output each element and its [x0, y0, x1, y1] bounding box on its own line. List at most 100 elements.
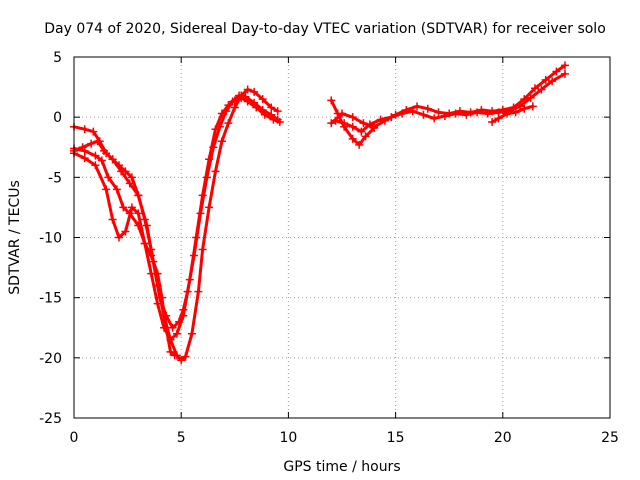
data-point — [192, 233, 201, 242]
data-point — [102, 185, 111, 194]
data-point — [80, 154, 89, 163]
series-layer — [70, 61, 569, 365]
data-point — [108, 215, 117, 224]
data-point — [483, 109, 492, 118]
series-track-h — [488, 102, 537, 126]
data-point — [552, 67, 561, 76]
data-point — [361, 132, 370, 141]
series-line — [72, 147, 177, 357]
data-point — [365, 120, 374, 129]
data-point — [125, 179, 134, 188]
data-point — [134, 209, 143, 218]
data-point — [269, 115, 278, 124]
data-point — [142, 221, 151, 230]
y-tick-label: -10 — [39, 231, 62, 247]
data-point — [370, 123, 379, 132]
data-point — [331, 116, 340, 125]
data-point — [205, 155, 214, 164]
data-point — [224, 119, 233, 128]
data-point — [348, 134, 357, 143]
data-point — [147, 251, 156, 260]
data-point — [187, 329, 196, 338]
data-point — [87, 139, 96, 148]
data-point — [413, 102, 422, 111]
data-point — [348, 113, 357, 122]
data-point — [80, 125, 89, 134]
data-point — [348, 122, 357, 131]
chart-title: Day 074 of 2020, Sidereal Day-to-day VTE… — [44, 21, 606, 37]
data-point — [89, 127, 98, 136]
data-point — [528, 102, 537, 111]
data-point — [267, 103, 276, 112]
data-point — [121, 227, 130, 236]
data-point — [91, 161, 100, 170]
data-point — [252, 103, 261, 112]
series-track-c — [70, 93, 284, 344]
data-point — [80, 146, 89, 155]
data-point — [205, 203, 214, 212]
y-tick-label: 0 — [53, 110, 62, 126]
y-tick-label: -20 — [39, 351, 62, 367]
data-point — [520, 104, 529, 113]
data-point — [357, 127, 366, 136]
data-point — [419, 110, 428, 119]
data-point — [181, 352, 190, 361]
data-point — [100, 146, 109, 155]
data-point — [112, 185, 121, 194]
x-tick-label: 20 — [494, 430, 512, 446]
data-point — [104, 173, 113, 182]
x-tick-label: 5 — [177, 430, 186, 446]
data-point — [462, 110, 471, 119]
data-point — [211, 167, 220, 176]
x-tick-label: 15 — [387, 430, 405, 446]
data-point — [423, 104, 432, 113]
data-point — [127, 173, 136, 182]
data-point — [333, 109, 342, 118]
x-tick-label: 25 — [601, 430, 619, 446]
series-track-f — [331, 69, 569, 136]
data-point — [162, 323, 171, 332]
y-tick-label: -5 — [48, 170, 62, 186]
data-point — [172, 329, 181, 338]
data-point — [243, 97, 252, 106]
data-point — [198, 191, 207, 200]
data-point — [340, 122, 349, 131]
data-point — [119, 203, 128, 212]
data-point — [530, 84, 539, 93]
data-point — [115, 233, 124, 242]
data-point — [359, 119, 368, 128]
data-point — [560, 69, 569, 78]
x-tick-label: 0 — [70, 430, 79, 446]
data-point — [217, 137, 226, 146]
data-point — [503, 109, 512, 118]
data-point — [243, 85, 252, 94]
data-point — [198, 245, 207, 254]
data-point — [170, 351, 179, 360]
data-point — [273, 107, 282, 116]
data-point — [275, 117, 284, 126]
data-point — [211, 125, 220, 134]
series-track-g — [327, 96, 379, 149]
data-point — [134, 221, 143, 230]
data-point — [108, 155, 117, 164]
data-point — [355, 140, 364, 149]
data-point — [408, 107, 417, 116]
data-point — [217, 109, 226, 118]
data-point — [494, 114, 503, 123]
data-point — [440, 111, 449, 120]
data-point — [127, 203, 136, 212]
x-tick-label: 10 — [279, 430, 297, 446]
data-point — [153, 299, 162, 308]
data-point — [230, 103, 239, 112]
data-point — [541, 75, 550, 84]
series-line — [72, 94, 280, 330]
data-point — [526, 93, 535, 102]
data-point — [185, 275, 194, 284]
y-axis-title: SDTVAR / TECUs — [7, 180, 23, 295]
data-point — [250, 87, 259, 96]
data-point — [451, 109, 460, 118]
data-point — [97, 156, 106, 165]
data-point — [224, 101, 233, 110]
data-point — [511, 108, 520, 117]
data-point — [140, 239, 149, 248]
